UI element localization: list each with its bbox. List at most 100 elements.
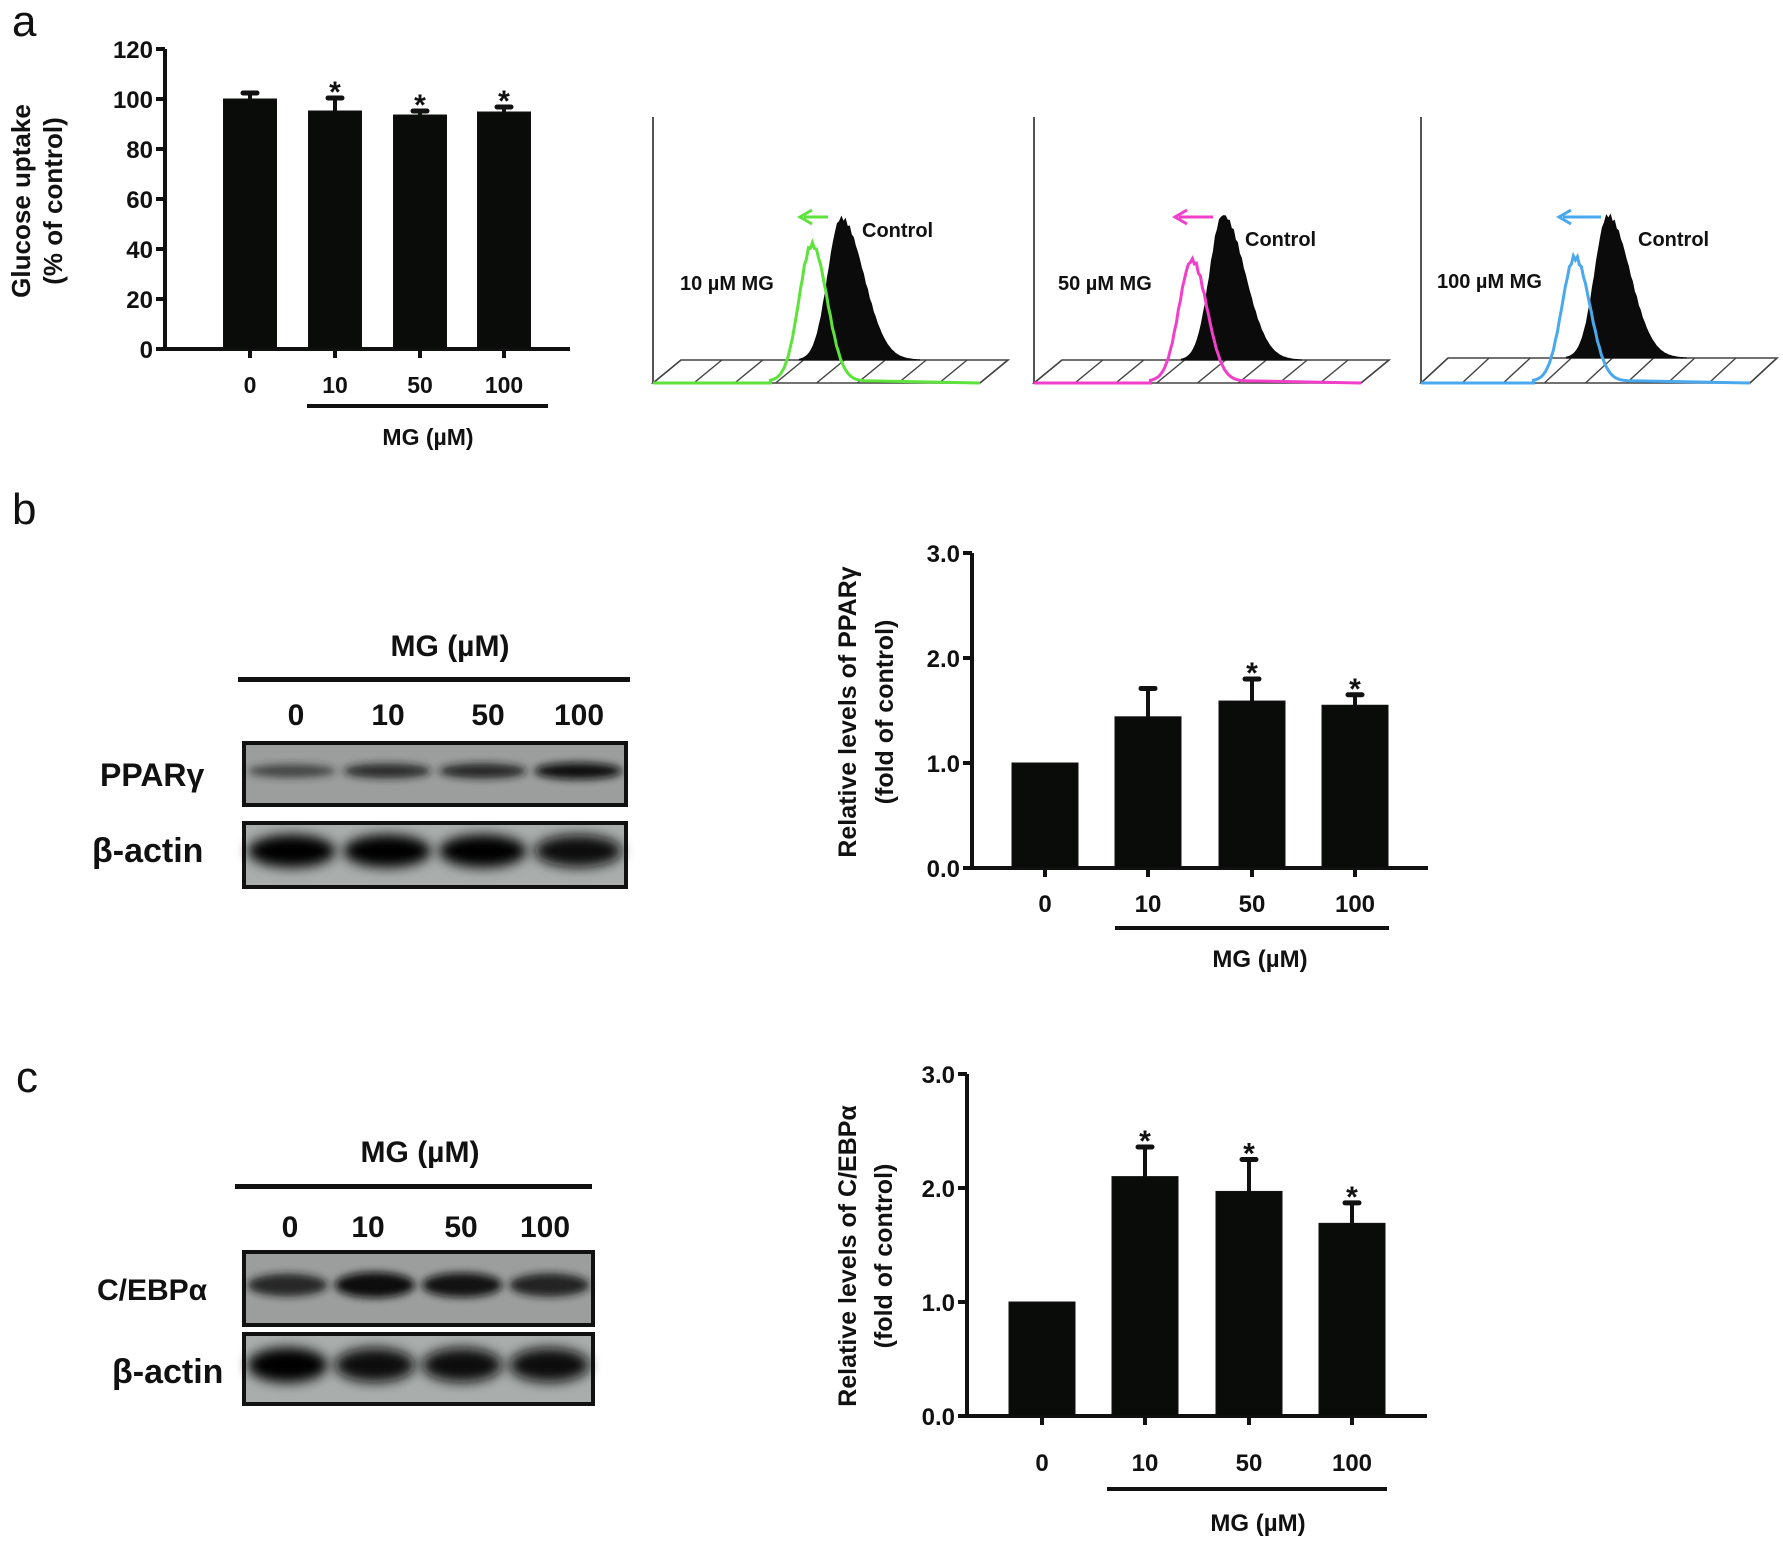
control-histogram [798,215,920,361]
protein-band [247,764,336,778]
significance-mark: * [1346,1181,1358,1214]
treatment-histogram [1421,251,1751,385]
significance-mark: * [1243,1138,1255,1171]
histogram-grid-line [1626,357,1655,384]
x-tick-label: 50 [1236,1450,1263,1477]
y-tick-label: 1.0 [927,751,960,778]
control-label: Control [862,220,933,242]
histogram-grid-line [1502,357,1531,384]
x-tick-label: 10 [1132,1450,1159,1477]
western-blot-pparg: MG (µM) 0 10 50 100 PPARγ β-actin [92,630,630,889]
treatment-histogram [1034,255,1362,385]
protein-band [247,1347,328,1383]
arrow-icon [1172,208,1188,226]
protein-band [421,1272,503,1298]
protein-band [334,1347,416,1383]
bar [308,110,362,350]
protein-band [247,1273,328,1297]
blot-row-label: PPARγ [100,757,205,793]
y-axis-label-line1: Glucose uptake [6,104,36,298]
y-axis-label-line2: (fold of control) [870,1164,898,1349]
histogram-grid-line [1420,357,1449,384]
lane-label: 100 [554,699,604,732]
y-tick-label: 3.0 [927,541,960,568]
flow-histogram-10: Control 10 µM MG [650,117,1011,385]
bar [477,111,531,350]
bar [1215,1190,1283,1417]
protein-band [334,1272,416,1298]
histogram-grid-line [1074,359,1104,384]
western-blot-cebpa: MG (µM) 0 10 50 100 C/EBPα β-actin [97,1136,595,1406]
significance-mark: * [1246,657,1258,690]
significance-mark: * [498,85,510,118]
bar [1111,1176,1179,1417]
histogram-grid-line [693,359,723,384]
arrow-icon [1556,208,1572,226]
x-tick-label: 100 [1332,1450,1372,1477]
control-label: Control [1245,229,1316,251]
blot-strip [242,821,628,889]
blot-strip [242,1332,595,1406]
panel-label-b: b [12,485,36,534]
histogram-grid-line [1667,357,1696,384]
glucose-uptake-chart: Glucose uptake (% of control) 0 20 40 60 80 1… [6,37,570,450]
histogram-grid-line [938,359,968,384]
lane-label: 10 [351,1211,384,1244]
blot-row-label: C/EBPα [97,1274,208,1307]
x-tick-label: 0 [244,372,257,398]
flow-histogram-100: Control 100 µM MG [1418,117,1780,385]
blot-row-label: β-actin [92,832,203,870]
lane-label: 100 [520,1211,570,1244]
protein-band [343,763,432,779]
histogram-grid-line [1360,359,1390,384]
histogram-grid-line [1461,357,1490,384]
histogram-grid-line [1319,359,1349,384]
histogram-grid-line [979,359,1009,384]
flow-histogram-50: Control 50 µM MG [1031,117,1392,385]
y-tick-label: 1.0 [922,1290,955,1317]
x-axis-label: MG (µM) [1212,946,1307,973]
y-tick-label: 3.0 [922,1062,955,1089]
x-axis-label: MG (µM) [1210,1510,1305,1537]
lane-label: 10 [371,699,404,732]
y-axis-label-line1: Relative levels of PPARγ [834,566,862,857]
bar [1321,704,1389,869]
protein-band [343,834,432,868]
bar [1008,1301,1076,1417]
control-histogram [1565,213,1687,359]
blot-header-line [238,677,630,682]
treatment-label: 100 µM MG [1437,271,1542,293]
histogram-grid-line [734,359,764,384]
histogram-grid-line [652,359,682,384]
y-axis-label-line1: Relative levels of C/EBPα [834,1105,862,1407]
significance-mark: * [1349,673,1361,706]
x-tick-label: 100 [485,372,523,398]
panel-label-c: c [16,1053,38,1102]
bar [1218,700,1286,869]
blot-strip [242,1250,595,1327]
pparg-levels-chart: Relative levels of PPARγ (fold of contro… [834,541,1428,973]
bar [223,98,277,350]
histogram-grid-line [1115,359,1145,384]
treatment-label: 10 µM MG [680,273,774,295]
x-tick-label: 10 [1135,891,1162,918]
protein-band [509,1347,590,1383]
bar [393,114,447,350]
control-label: Control [1638,229,1709,251]
y-tick-label: 100 [113,87,153,114]
treatment-histogram [653,237,981,385]
x-tick-label: 50 [407,372,433,398]
blot-header: MG (µM) [391,630,510,663]
significance-mark: * [414,89,426,122]
histogram-grid-line [1278,359,1308,384]
x-axis-label: MG (µM) [382,424,473,450]
x-tick-label: 100 [1335,891,1375,918]
y-axis-label-line2: (% of control) [38,117,68,285]
arrow-icon [797,208,813,226]
significance-mark: * [1139,1125,1151,1158]
blot-row-label: β-actin [112,1353,223,1391]
panel-label-a: a [12,0,37,46]
significance-mark: * [329,76,341,109]
y-tick-label: 60 [126,187,153,214]
